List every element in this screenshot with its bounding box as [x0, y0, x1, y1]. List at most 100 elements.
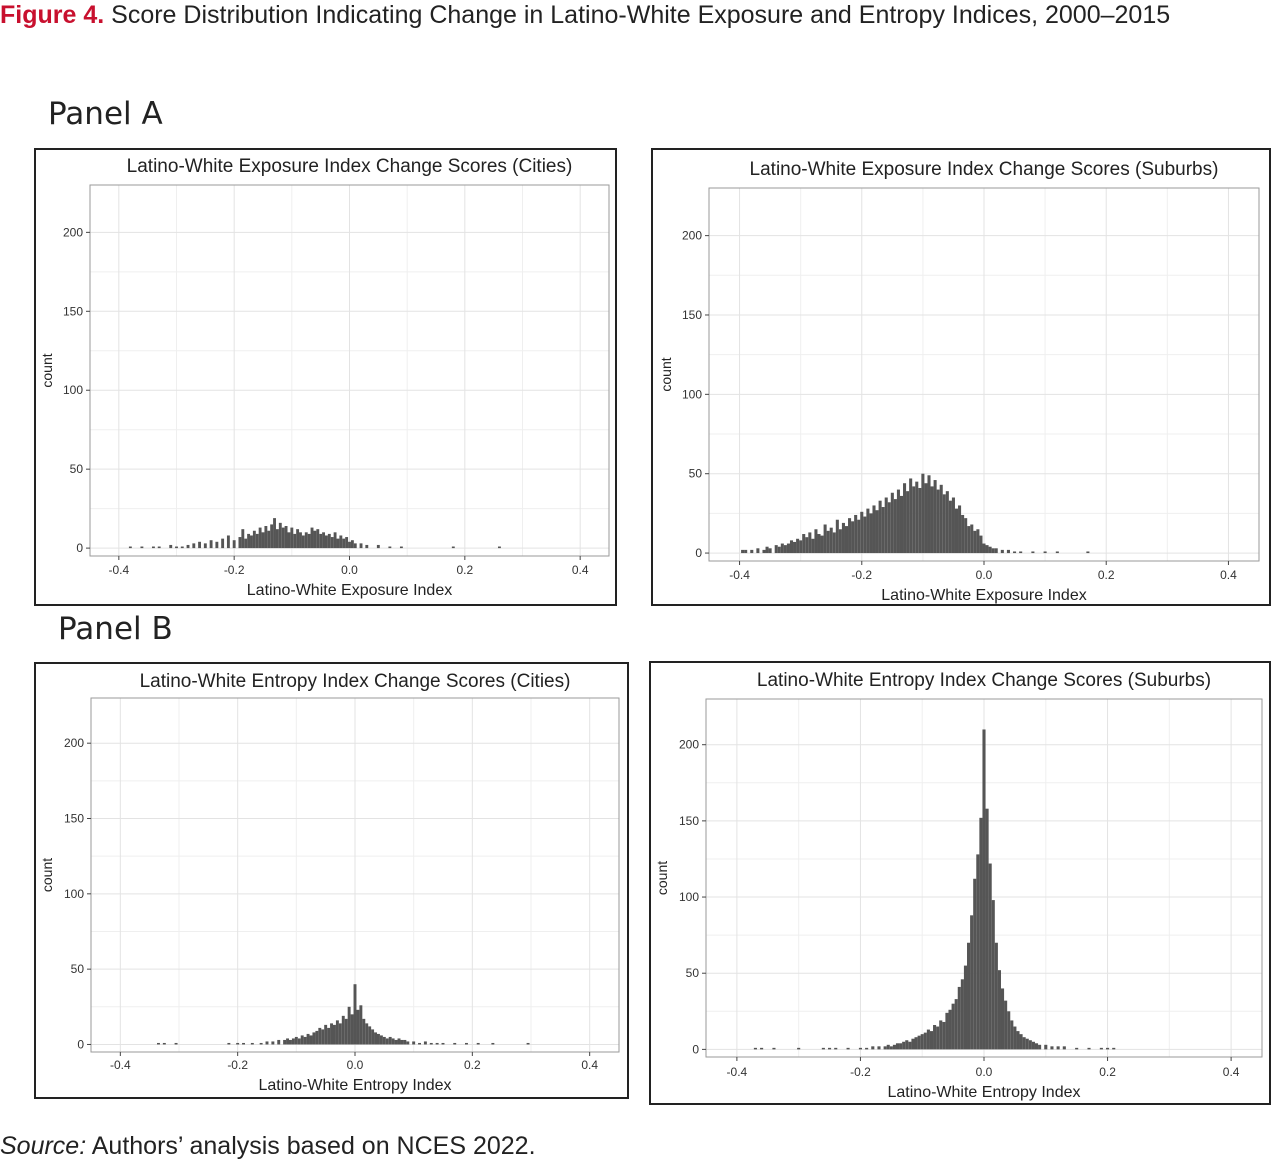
histogram-bar	[906, 491, 910, 554]
histogram-bar	[429, 1042, 433, 1045]
histogram-bar	[371, 1029, 375, 1045]
histogram-bar	[958, 505, 962, 554]
histogram-bar	[851, 521, 855, 554]
x-axis-label: Latino-White Exposure Index	[881, 587, 1086, 604]
grid	[90, 185, 609, 556]
x-tick-label: 0.0	[976, 1065, 993, 1079]
histogram-bar	[997, 970, 1001, 1050]
histogram-bar	[261, 532, 265, 549]
histogram-bar	[491, 1042, 495, 1045]
x-tick-label: -0.2	[227, 1058, 248, 1072]
histogram-bars	[753, 729, 1116, 1050]
histogram-bar	[954, 999, 958, 1050]
histogram-bar	[774, 545, 778, 554]
histogram-bar	[1043, 551, 1047, 554]
histogram-bar	[811, 538, 815, 554]
histogram-bar	[939, 1020, 943, 1050]
histogram-bar	[209, 540, 213, 549]
chart-title: Latino-White Exposure Index Change Score…	[750, 159, 1219, 180]
histogram-bar	[860, 511, 864, 554]
histogram-bar	[270, 524, 274, 549]
histogram-bar	[991, 900, 995, 1050]
histogram-bar	[353, 543, 357, 549]
y-tick-label: 0	[76, 541, 83, 555]
histogram-bar	[394, 1039, 398, 1045]
histogram-bar	[330, 1023, 333, 1045]
histogram-bar	[293, 533, 297, 549]
histogram-bar	[453, 1042, 457, 1045]
histogram-bar	[275, 529, 279, 549]
histogram-bar	[264, 526, 268, 549]
histogram-bar	[985, 545, 989, 554]
y-tick-label: 100	[63, 383, 83, 397]
histogram-bar	[319, 533, 323, 549]
histogram-bar	[258, 527, 262, 549]
histogram-bar	[814, 529, 818, 554]
histogram-bar	[838, 529, 842, 554]
histogram-bar	[128, 546, 132, 549]
histogram-bar	[954, 508, 959, 554]
histogram-bar	[330, 537, 334, 549]
histogram-bar	[939, 484, 943, 554]
histogram-bar	[306, 1033, 310, 1045]
histogram-bar	[356, 1009, 360, 1045]
histogram-bar	[1022, 1037, 1026, 1050]
histogram-bar	[857, 519, 861, 554]
histogram-bar	[241, 529, 245, 549]
histogram-bar	[186, 544, 190, 549]
histogram-bar	[905, 1040, 909, 1050]
histogram-bar	[1031, 1041, 1035, 1050]
histogram-bar	[198, 541, 202, 549]
histogram-bar	[1000, 988, 1005, 1050]
histogram-bar	[895, 1043, 900, 1050]
histogram-bar	[226, 535, 230, 549]
y-tick-label: 200	[63, 225, 83, 239]
histogram-bar	[423, 1041, 427, 1045]
histogram-bar	[914, 1037, 918, 1050]
histogram-bar	[1055, 551, 1059, 554]
histogram-bar	[277, 1039, 281, 1045]
histogram-bar	[403, 1039, 407, 1045]
x-tick-label: 0.4	[581, 1058, 598, 1072]
histogram-bar	[335, 1020, 339, 1045]
chart-title: Latino-White Entropy Index Change Scores…	[140, 671, 571, 692]
x-tick-label: -0.4	[727, 1065, 748, 1079]
histogram-bar	[866, 508, 870, 554]
histogram-bar	[917, 1035, 921, 1050]
histogram-bar	[316, 529, 320, 549]
histogram-bar	[744, 549, 748, 554]
y-tick-label: 100	[64, 887, 84, 901]
x-tick-label: -0.4	[110, 1058, 131, 1072]
histogram-bar	[912, 486, 916, 554]
histogram-bar	[881, 507, 885, 554]
histogram-bar	[162, 1042, 166, 1045]
histogram-bar	[1044, 1044, 1048, 1050]
histogram-bar	[281, 527, 285, 549]
histogram-bar	[353, 984, 357, 1045]
histogram-bar	[948, 500, 952, 554]
histogram-bar	[344, 1018, 348, 1045]
histogram-bar	[203, 543, 207, 549]
histogram-bar	[1086, 551, 1090, 554]
histogram-bar	[899, 1043, 903, 1050]
source-note: Source: Authors’ analysis based on NCES …	[0, 1132, 536, 1161]
histogram-bar	[802, 534, 806, 554]
histogram-bar	[821, 1047, 825, 1050]
histogram-bar	[299, 532, 302, 549]
histogram-bar	[1112, 1047, 1116, 1050]
histogram-bar	[497, 546, 501, 549]
grid	[709, 188, 1259, 561]
histogram-bar	[942, 1021, 946, 1050]
histogram-bar	[884, 497, 888, 554]
grid	[91, 698, 619, 1052]
histogram-bar	[301, 535, 305, 549]
histogram-bar	[265, 1041, 269, 1045]
histogram-bar	[350, 540, 354, 549]
histogram-bar	[786, 543, 790, 554]
histogram-bar	[936, 489, 940, 554]
histogram-bar	[979, 817, 983, 1050]
histogram-bar	[157, 546, 161, 549]
histogram-bar	[973, 530, 977, 554]
histogram-bar	[808, 532, 812, 554]
histogram-bar	[957, 986, 961, 1050]
